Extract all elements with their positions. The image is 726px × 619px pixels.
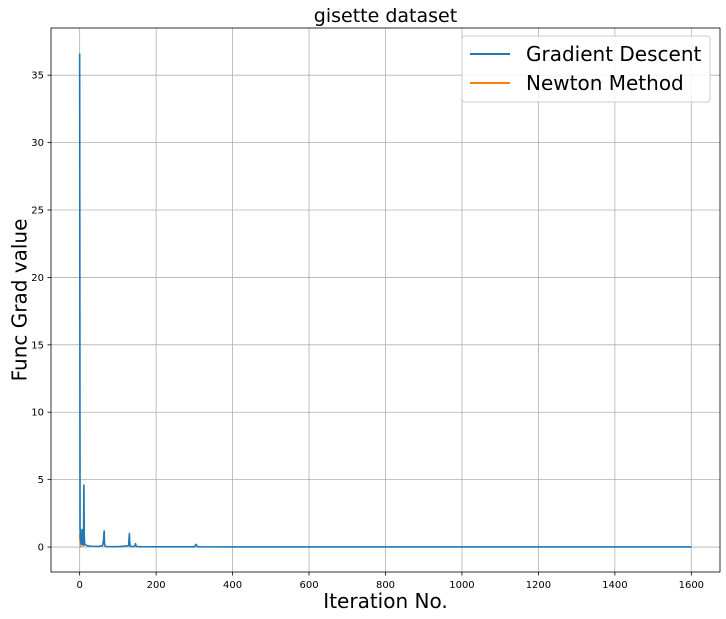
x-tick-label: 1400 <box>602 580 627 591</box>
series-layer <box>78 53 692 548</box>
y-tick-label: 15 <box>31 340 44 351</box>
x-tick-label: 200 <box>147 580 166 591</box>
series-line-gradient-descent <box>78 53 692 548</box>
legend-box <box>461 35 711 103</box>
legend-label-gradient-descent: Gradient Descent <box>526 42 702 66</box>
y-tick-label: 30 <box>31 138 44 149</box>
x-tick-label: 1600 <box>679 580 704 591</box>
y-tick-label: 5 <box>38 475 44 486</box>
y-tick-label: 35 <box>31 71 44 82</box>
legend-label-newton-method: Newton Method <box>526 71 684 95</box>
x-tick-label: 0 <box>76 580 82 591</box>
x-tick-label: 1000 <box>449 580 474 591</box>
x-axis-label: Iteration No. <box>323 589 447 613</box>
y-tick-label: 20 <box>31 273 44 284</box>
chart-title: gisette dataset <box>314 5 457 27</box>
y-tick-label: 10 <box>31 408 44 419</box>
y-axis-label: Func Grad value <box>8 219 32 382</box>
x-tick-label: 400 <box>223 580 242 591</box>
x-tick-label: 1200 <box>526 580 551 591</box>
legend: Gradient Descent Newton Method <box>461 35 711 103</box>
x-tick-label: 800 <box>376 580 395 591</box>
ticks: 0 200 400 600 800 1000 1200 1400 1600 0 5 10 15 20 25 3… <box>31 71 704 591</box>
y-tick-label: 0 <box>38 543 44 554</box>
y-tick-label: 25 <box>31 206 44 217</box>
x-tick-label: 600 <box>299 580 318 591</box>
